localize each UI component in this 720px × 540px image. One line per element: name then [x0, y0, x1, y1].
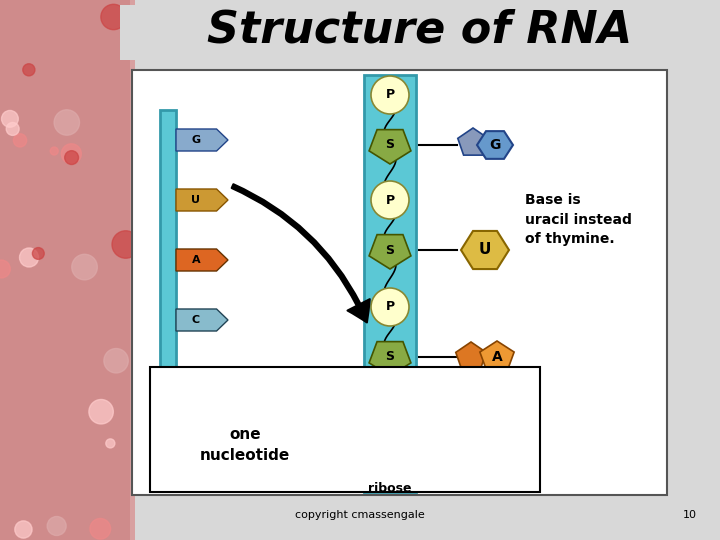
Circle shape	[0, 260, 10, 278]
Text: S: S	[385, 456, 395, 469]
Circle shape	[6, 123, 19, 136]
Circle shape	[112, 231, 140, 258]
Polygon shape	[480, 341, 514, 370]
Circle shape	[14, 134, 27, 147]
Polygon shape	[369, 130, 411, 164]
Circle shape	[15, 521, 32, 538]
Bar	[0, 0, 135, 540]
Circle shape	[54, 110, 79, 135]
Polygon shape	[176, 189, 228, 211]
Polygon shape	[369, 234, 411, 269]
Text: U: U	[192, 195, 200, 205]
Bar	[120, 5, 720, 60]
Circle shape	[371, 393, 409, 431]
Text: A: A	[492, 350, 503, 364]
Circle shape	[371, 288, 409, 326]
Polygon shape	[176, 309, 228, 331]
Polygon shape	[458, 128, 488, 155]
Circle shape	[104, 348, 128, 373]
Circle shape	[371, 76, 409, 114]
Circle shape	[90, 518, 111, 539]
Text: C: C	[192, 315, 200, 325]
Text: P: P	[385, 300, 395, 314]
Text: copyright cmassengale: copyright cmassengale	[295, 510, 425, 520]
Text: G: G	[490, 138, 500, 152]
Text: S: S	[385, 350, 395, 363]
Circle shape	[61, 144, 81, 164]
Circle shape	[101, 4, 126, 30]
Polygon shape	[369, 342, 411, 376]
Polygon shape	[176, 129, 228, 151]
Circle shape	[106, 439, 115, 448]
Text: 10: 10	[683, 510, 697, 520]
Text: U: U	[479, 242, 491, 258]
Text: C: C	[480, 455, 490, 469]
Text: P: P	[385, 406, 395, 419]
Circle shape	[89, 400, 113, 424]
Circle shape	[48, 516, 66, 536]
Text: S: S	[385, 244, 395, 256]
Polygon shape	[463, 444, 507, 480]
Text: P: P	[385, 193, 395, 206]
Polygon shape	[477, 131, 513, 159]
Text: S: S	[385, 138, 395, 152]
Text: ribose: ribose	[368, 482, 412, 495]
Bar	[0, 0, 130, 540]
Circle shape	[19, 248, 39, 267]
Text: Structure of RNA: Structure of RNA	[207, 9, 633, 51]
Text: P: P	[385, 89, 395, 102]
Circle shape	[23, 64, 35, 76]
Polygon shape	[461, 231, 509, 269]
Bar	[150, 367, 540, 492]
Text: one
nucleotide: one nucleotide	[200, 427, 290, 463]
Circle shape	[1, 111, 18, 127]
Circle shape	[32, 247, 44, 259]
Bar	[132, 70, 667, 495]
Circle shape	[371, 181, 409, 219]
Circle shape	[72, 254, 97, 280]
Text: G: G	[192, 135, 200, 145]
Text: Base is
uracil instead
of thymine.: Base is uracil instead of thymine.	[525, 193, 632, 246]
Text: A: A	[192, 255, 200, 265]
Bar	[364, 75, 416, 492]
Polygon shape	[176, 249, 228, 271]
Bar	[160, 110, 176, 410]
Circle shape	[65, 151, 78, 165]
Polygon shape	[456, 342, 486, 369]
FancyArrowPatch shape	[232, 184, 370, 322]
Polygon shape	[369, 447, 411, 481]
Circle shape	[50, 147, 58, 155]
